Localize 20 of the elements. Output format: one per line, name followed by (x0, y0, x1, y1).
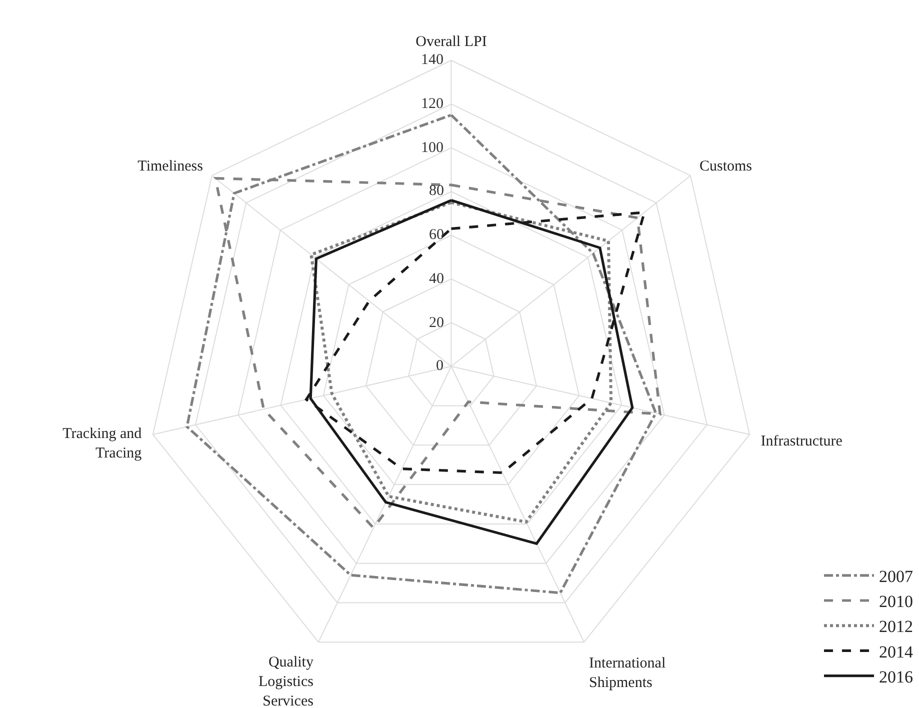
spoke-label: Infrastructure (760, 434, 843, 450)
y-tick-label: 120 (421, 96, 444, 112)
legend-label: 2016 (879, 667, 913, 686)
y-tick-label: 60 (429, 227, 444, 243)
legend-label: 2014 (879, 642, 914, 662)
spoke-label: Timeliness (138, 158, 204, 175)
y-tick-label: 20 (429, 315, 444, 331)
y-tick-label: 100 (421, 140, 444, 156)
y-tick-label: 0 (436, 358, 444, 374)
y-tick-label: 40 (429, 271, 444, 287)
y-tick-label: 80 (429, 183, 444, 199)
spoke-label: Customs (699, 158, 752, 175)
spoke-label: Quality Logistics Services (258, 654, 314, 708)
spoke-label: International Shipments (589, 655, 666, 691)
legend-label: 2010 (879, 592, 913, 612)
legend-label: 2012 (879, 617, 913, 636)
legend-label: 2007 (879, 567, 914, 586)
y-tick-label: 140 (421, 52, 444, 68)
spoke-label: Overall LPI (416, 34, 487, 50)
spoke-label: Tracking and Tracing (62, 426, 142, 462)
